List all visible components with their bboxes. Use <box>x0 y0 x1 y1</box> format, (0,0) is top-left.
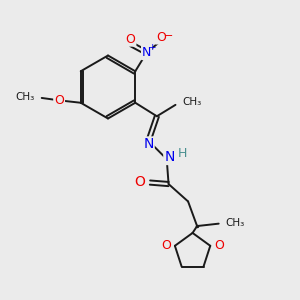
Text: N: N <box>164 150 175 164</box>
Text: O: O <box>214 239 224 252</box>
Text: O: O <box>135 175 146 189</box>
Text: O: O <box>125 33 135 46</box>
Text: N: N <box>142 46 152 59</box>
Text: O: O <box>156 31 166 44</box>
Text: O: O <box>161 239 171 252</box>
Text: CH₃: CH₃ <box>16 92 35 102</box>
Text: O: O <box>54 94 64 107</box>
Text: CH₃: CH₃ <box>225 218 244 228</box>
Text: N: N <box>143 137 154 152</box>
Text: CH₃: CH₃ <box>182 98 201 107</box>
Text: H: H <box>178 147 188 160</box>
Text: +: + <box>148 43 155 52</box>
Text: −: − <box>164 31 173 40</box>
